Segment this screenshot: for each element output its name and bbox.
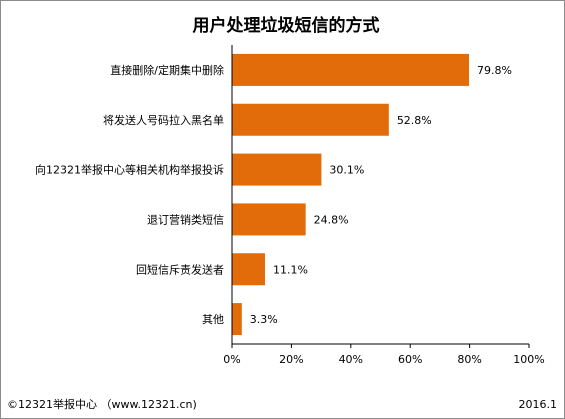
category-label-4: 回短信斥责发送者 (136, 262, 224, 276)
value-label-3: 24.8% (314, 213, 349, 226)
value-label-1: 52.8% (397, 114, 432, 127)
bar-4 (232, 253, 265, 286)
bar-1 (232, 103, 389, 136)
x-tick-label-0: 0% (223, 353, 240, 366)
category-label-0: 直接删除/定期集中删除 (110, 63, 224, 77)
bar-0 (232, 53, 470, 86)
x-ticks-group: 0% 20% 40% 60% 80% 100% (223, 344, 545, 366)
bar-2 (232, 153, 322, 186)
category-label-1: 将发送人号码拉入黑名单 (103, 113, 224, 127)
value-label-5: 3.3% (250, 313, 278, 326)
bar-5 (232, 303, 242, 336)
date-note: 2016.1 (519, 398, 558, 411)
category-label-2: 向12321举报中心等相关机构举报投诉 (35, 163, 224, 177)
category-label-5: 其他 (202, 313, 224, 326)
x-tick-label-5: 100% (513, 353, 544, 366)
category-label-3: 退订营销类短信 (147, 212, 224, 226)
value-label-0: 79.8% (477, 64, 512, 77)
x-tick-label-1: 20% (279, 353, 303, 366)
x-tick-label-4: 80% (457, 353, 481, 366)
source-note: ©12321举报中心 （www.12321.cn) (7, 397, 197, 411)
bars-group: 直接删除/定期集中删除 79.8% 将发送人号码拉入黑名单 52.8% 向12321举报… (35, 53, 512, 336)
bar-3 (232, 203, 306, 236)
chart-title: 用户处理垃圾短信的方式 (193, 15, 380, 36)
value-label-4: 11.1% (273, 263, 308, 276)
value-label-2: 30.1% (329, 164, 364, 177)
x-tick-label-2: 40% (339, 353, 363, 366)
x-tick-label-3: 60% (398, 353, 422, 366)
